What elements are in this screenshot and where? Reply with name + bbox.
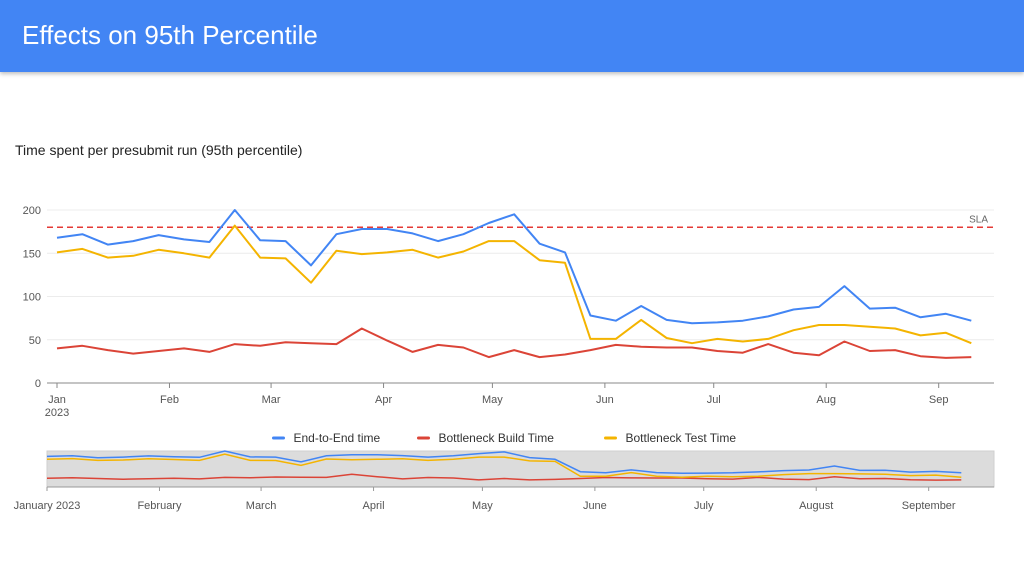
x-tick-label: Apr <box>375 394 392 406</box>
legend-label[interactable]: Bottleneck Build Time <box>439 431 555 445</box>
navigator-label: July <box>694 500 714 512</box>
navigator-label: January 2023 <box>14 500 81 512</box>
navigator-label: May <box>472 500 493 512</box>
x-tick-label: Jun <box>596 394 614 406</box>
x-year-label: 2023 <box>45 407 69 419</box>
series-line-1 <box>56 209 972 325</box>
navigator-line-2 <box>46 473 962 481</box>
navigator-label: September <box>902 500 956 512</box>
series-line-3 <box>56 224 972 345</box>
navigator-label: August <box>799 500 833 512</box>
x-tick-label: May <box>482 394 503 406</box>
sla-label: SLA <box>969 214 988 225</box>
x-tick-label: Jul <box>707 394 721 406</box>
navigator-label: March <box>246 500 277 512</box>
page-title: Effects on 95th Percentile <box>22 20 318 50</box>
navigator-line-1 <box>46 450 962 475</box>
legend-label[interactable]: Bottleneck Test Time <box>626 431 737 445</box>
navigator-line-3 <box>46 453 962 478</box>
chart-title: Time spent per presubmit run (95th perce… <box>15 142 303 158</box>
legend-label[interactable]: End-to-End time <box>294 431 381 445</box>
navigator-range[interactable] <box>46 450 995 488</box>
y-tick-label: 50 <box>29 335 41 347</box>
y-tick-label: 150 <box>23 248 41 260</box>
navigator-label: April <box>363 500 385 512</box>
y-tick-label: 0 <box>35 378 41 390</box>
header-bar: Effects on 95th Percentile <box>0 0 1024 72</box>
x-tick-label: Jan <box>48 394 66 406</box>
y-tick-label: 200 <box>23 205 41 217</box>
x-tick-label: Mar <box>262 394 281 406</box>
series-line-2 <box>56 327 972 359</box>
navigator-label: June <box>583 500 607 512</box>
navigator-label: February <box>137 500 182 512</box>
x-tick-label: Feb <box>160 394 179 406</box>
y-tick-label: 100 <box>23 292 41 304</box>
x-tick-label: Aug <box>816 394 836 406</box>
x-tick-label: Sep <box>929 394 949 406</box>
